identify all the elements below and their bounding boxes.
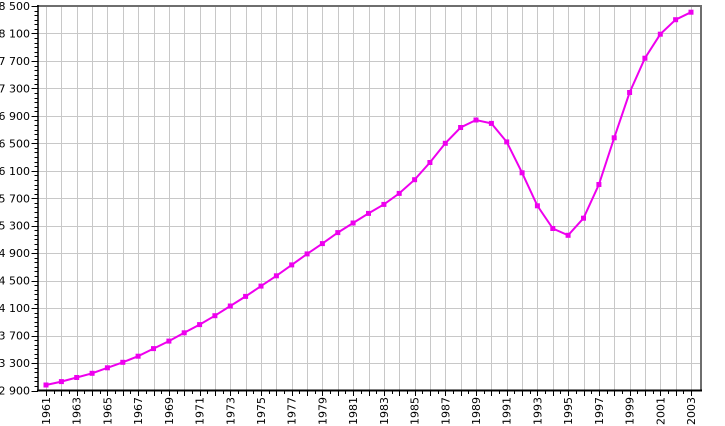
x-tick-label: 2001 bbox=[654, 397, 667, 425]
x-tick-label: 1991 bbox=[501, 397, 514, 425]
x-tick-label: 1995 bbox=[562, 397, 575, 425]
data-point-marker bbox=[350, 220, 356, 226]
data-point-marker bbox=[504, 139, 510, 145]
data-point-marker bbox=[611, 135, 617, 141]
data-point-marker bbox=[197, 322, 203, 328]
y-axis-labels: 2 900 3 300 3 700 4 100 4 500 4 900 5 300 5 700… bbox=[0, 0, 30, 398]
y-tick-label: 8 100 bbox=[0, 27, 30, 40]
data-point-marker bbox=[488, 120, 494, 126]
data-point-marker bbox=[657, 31, 663, 37]
x-tick-label: 1969 bbox=[163, 397, 176, 425]
data-series bbox=[43, 9, 694, 388]
data-point-marker bbox=[89, 370, 95, 376]
data-point-marker bbox=[673, 17, 679, 23]
x-tick-label: 1983 bbox=[378, 397, 391, 425]
x-tick-label: 1973 bbox=[224, 397, 237, 425]
y-tick-label: 4 500 bbox=[0, 275, 30, 288]
data-point-marker bbox=[135, 353, 141, 359]
x-tick-label: 2003 bbox=[685, 397, 698, 425]
plot-border bbox=[37, 5, 702, 392]
data-point-marker bbox=[58, 379, 64, 385]
x-tick-label: 1999 bbox=[624, 397, 637, 425]
x-tick-label: 1981 bbox=[347, 397, 360, 425]
y-tick-label: 3 300 bbox=[0, 357, 30, 370]
y-tick-label: 6 500 bbox=[0, 137, 30, 150]
data-point-marker bbox=[243, 293, 249, 299]
y-tick-label: 7 300 bbox=[0, 82, 30, 95]
x-axis-labels: 1961 1963 1965 1967 1969 1971 1973 1975 1977 1979… bbox=[40, 397, 698, 425]
data-point-marker bbox=[335, 230, 341, 236]
data-point-marker bbox=[289, 262, 295, 268]
gridlines bbox=[38, 6, 701, 391]
x-tick-label: 1997 bbox=[593, 397, 606, 425]
data-point-marker bbox=[304, 251, 310, 257]
data-point-marker bbox=[319, 241, 325, 247]
y-tick-label: 6 100 bbox=[0, 165, 30, 178]
data-point-marker bbox=[596, 182, 602, 187]
data-point-marker bbox=[120, 359, 126, 365]
data-point-marker bbox=[534, 203, 540, 209]
data-point-marker bbox=[258, 283, 264, 289]
x-tick-label: 1961 bbox=[40, 397, 53, 425]
y-tick-label: 5 700 bbox=[0, 192, 30, 205]
data-point-marker bbox=[458, 125, 464, 130]
data-point-marker bbox=[366, 210, 371, 216]
data-point-marker bbox=[181, 330, 187, 336]
x-tick-label: 1985 bbox=[409, 397, 422, 425]
y-tick-label: 6 900 bbox=[0, 110, 30, 123]
data-point-marker bbox=[43, 382, 49, 388]
y-tick-label: 5 300 bbox=[0, 220, 30, 233]
data-point-marker bbox=[581, 215, 586, 221]
data-point-marker bbox=[519, 170, 525, 176]
x-tick-label: 1967 bbox=[132, 397, 145, 425]
x-axis-ticks bbox=[46, 391, 692, 396]
y-tick-label: 4 900 bbox=[0, 247, 30, 260]
data-point-marker bbox=[550, 226, 556, 231]
data-point-marker bbox=[565, 232, 571, 238]
x-tick-label: 1987 bbox=[439, 397, 452, 425]
x-tick-label: 1989 bbox=[470, 397, 483, 425]
data-point-marker bbox=[273, 273, 279, 279]
x-tick-label: 1971 bbox=[194, 397, 207, 425]
data-point-marker bbox=[166, 338, 172, 344]
data-point-marker bbox=[427, 160, 433, 165]
x-tick-label: 1979 bbox=[316, 397, 329, 425]
data-point-marker bbox=[381, 201, 387, 207]
data-point-marker bbox=[74, 375, 80, 380]
data-point-marker bbox=[412, 177, 418, 183]
x-tick-label: 1977 bbox=[286, 397, 299, 425]
y-tick-label: 8 500 bbox=[0, 0, 30, 13]
data-point-marker bbox=[212, 313, 218, 319]
data-point-marker bbox=[227, 303, 233, 309]
y-tick-label: 3 700 bbox=[0, 330, 30, 343]
axes bbox=[37, 5, 702, 392]
y-tick-label: 4 100 bbox=[0, 302, 30, 315]
data-point-marker bbox=[473, 117, 479, 123]
data-point-marker bbox=[688, 9, 694, 15]
x-tick-label: 1975 bbox=[255, 397, 268, 425]
x-tick-label: 1963 bbox=[71, 397, 84, 425]
x-tick-label: 1965 bbox=[101, 397, 114, 425]
data-point-marker bbox=[104, 365, 110, 371]
x-tick-label: 1993 bbox=[531, 397, 544, 425]
y-tick-label: 2 900 bbox=[0, 385, 30, 398]
data-point-marker bbox=[442, 140, 448, 146]
data-point-marker bbox=[642, 55, 648, 61]
data-point-marker bbox=[396, 190, 402, 196]
y-tick-label: 7 700 bbox=[0, 55, 30, 68]
data-point-marker bbox=[151, 346, 156, 352]
data-point-marker bbox=[627, 90, 633, 95]
